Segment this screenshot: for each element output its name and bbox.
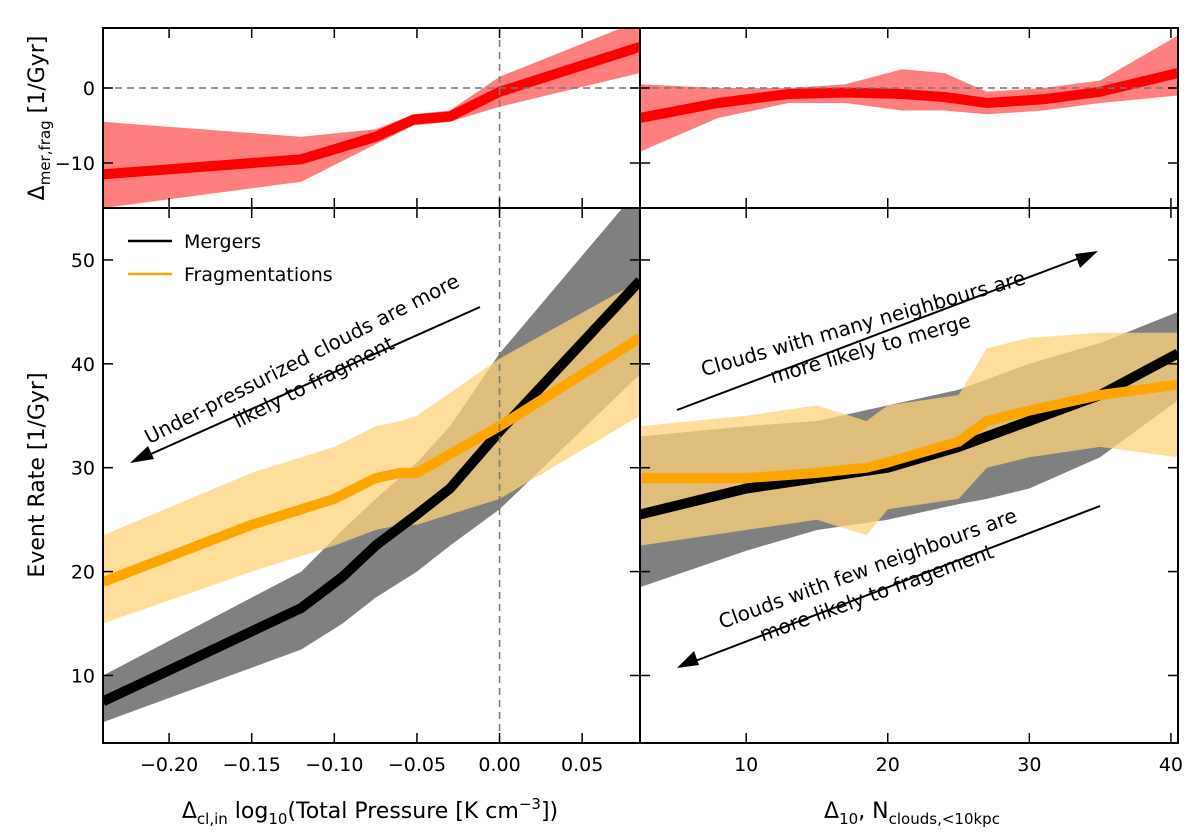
bottom-right-fragmentations-band: [640, 332, 1178, 546]
top-left-ytick-label: −10: [55, 153, 95, 175]
arrow-many-neighbours: [676, 251, 1098, 411]
bottom-right-xtick-label: 20: [876, 754, 900, 776]
bottom-left-fragmentations-band: [103, 280, 640, 624]
top-left-ytick-label: 0: [83, 78, 95, 100]
bottom-left-xtick-label: 0.00: [478, 754, 520, 776]
bottom-right-plot-area: [640, 311, 1178, 588]
bottom-right-frame: [639, 207, 1179, 744]
top-right-panel: [639, 27, 1179, 209]
plot-layer: −10 0 −0.20 −0.15 −0.10 −0.05 0.00 0.05 10 20 30 40…: [55, 27, 1183, 776]
bottom-right-xtick-label: 30: [1017, 754, 1041, 776]
bottom-left-ytick-label: 20: [71, 562, 95, 584]
bottom-left-ytick-label: 10: [71, 665, 95, 687]
arrow-under-pressurized: [130, 306, 481, 463]
bottom-left-ytick-label: 50: [71, 250, 95, 272]
top-left-panel: −10 0: [55, 27, 641, 209]
legend-fragmentations-label: Fragmentations: [184, 264, 333, 286]
legend: Mergers Fragmentations: [128, 231, 333, 286]
bottom-left-plot-area: [103, 208, 640, 743]
arrow-few-neighbours: [677, 505, 1101, 668]
bottom-right-panel: 10 20 30 40: [639, 207, 1183, 776]
legend-mergers-label: Mergers: [184, 231, 261, 253]
bottom-left-panel: −0.20 −0.15 −0.10 −0.05 0.00 0.05 10 20 30 40 50: [71, 207, 641, 776]
bottom-left-xtick-label: −0.20: [140, 754, 198, 776]
bottom-left-ytick-label: 30: [71, 458, 95, 480]
top-right-frame: [639, 27, 1179, 209]
bottom-left-xtick-label: −0.05: [388, 754, 446, 776]
top-left-y-label: Δmer,frag [1/Gyr]: [25, 36, 54, 201]
bottom-left-x-label: Δcl,in log10(Total Pressure [K cm−3]): [182, 795, 558, 828]
bottom-right-xtick-label: 10: [734, 754, 758, 776]
bottom-left-ytick-label: 40: [71, 354, 95, 376]
bottom-left-xtick-label: −0.15: [223, 754, 281, 776]
bottom-left-y-label: Event Rate [1/Gyr]: [25, 372, 50, 577]
top-left-plot-area: [103, 28, 640, 208]
top-right-plot-area: [640, 35, 1178, 152]
bottom-left-xtick-label: 0.05: [561, 754, 603, 776]
top-right-difference-line: [640, 68, 1178, 123]
bottom-left-fragmentations-line: [103, 333, 640, 587]
bottom-left-mergers-line: [103, 277, 640, 706]
top-left-difference-band: [103, 28, 640, 208]
bottom-left-xtick-label: −0.10: [305, 754, 363, 776]
bottom-right-fragmentations-line: [640, 379, 1178, 484]
bottom-right-xtick-label: 40: [1159, 754, 1183, 776]
bottom-right-x-label: Δ10, Nclouds,<10kpc: [824, 799, 1000, 828]
